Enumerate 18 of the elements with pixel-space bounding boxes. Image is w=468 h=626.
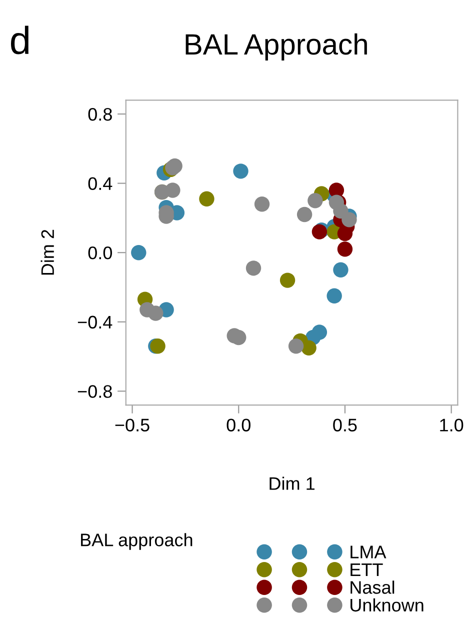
legend-label: ETT	[350, 564, 383, 576]
text: d	[10, 26, 28, 54]
legend-label: Unknown	[350, 598, 424, 612]
x-axis-title: Dim 1	[270, 476, 314, 490]
x-tick-label: −0.5	[115, 418, 150, 432]
y-tick-label: −0.8	[78, 385, 112, 398]
y-axis-title: Dim 2	[40, 230, 54, 275]
y-tick-label: 0.4	[88, 177, 112, 190]
x-tick-label: 0.0	[226, 418, 250, 432]
y-tick-label: 0.0	[88, 246, 112, 260]
x-tick-label: 0.5	[333, 418, 357, 432]
legend-label: LMA	[350, 546, 386, 558]
legend-label: Nasal	[350, 580, 394, 594]
chart-title: BAL Approach	[186, 33, 367, 61]
legend-title: BAL approach	[81, 533, 192, 550]
y-tick-label: −0.4	[78, 316, 112, 329]
y-tick-label: 0.8	[88, 108, 112, 121]
x-tick-label: 1.0	[440, 418, 464, 432]
